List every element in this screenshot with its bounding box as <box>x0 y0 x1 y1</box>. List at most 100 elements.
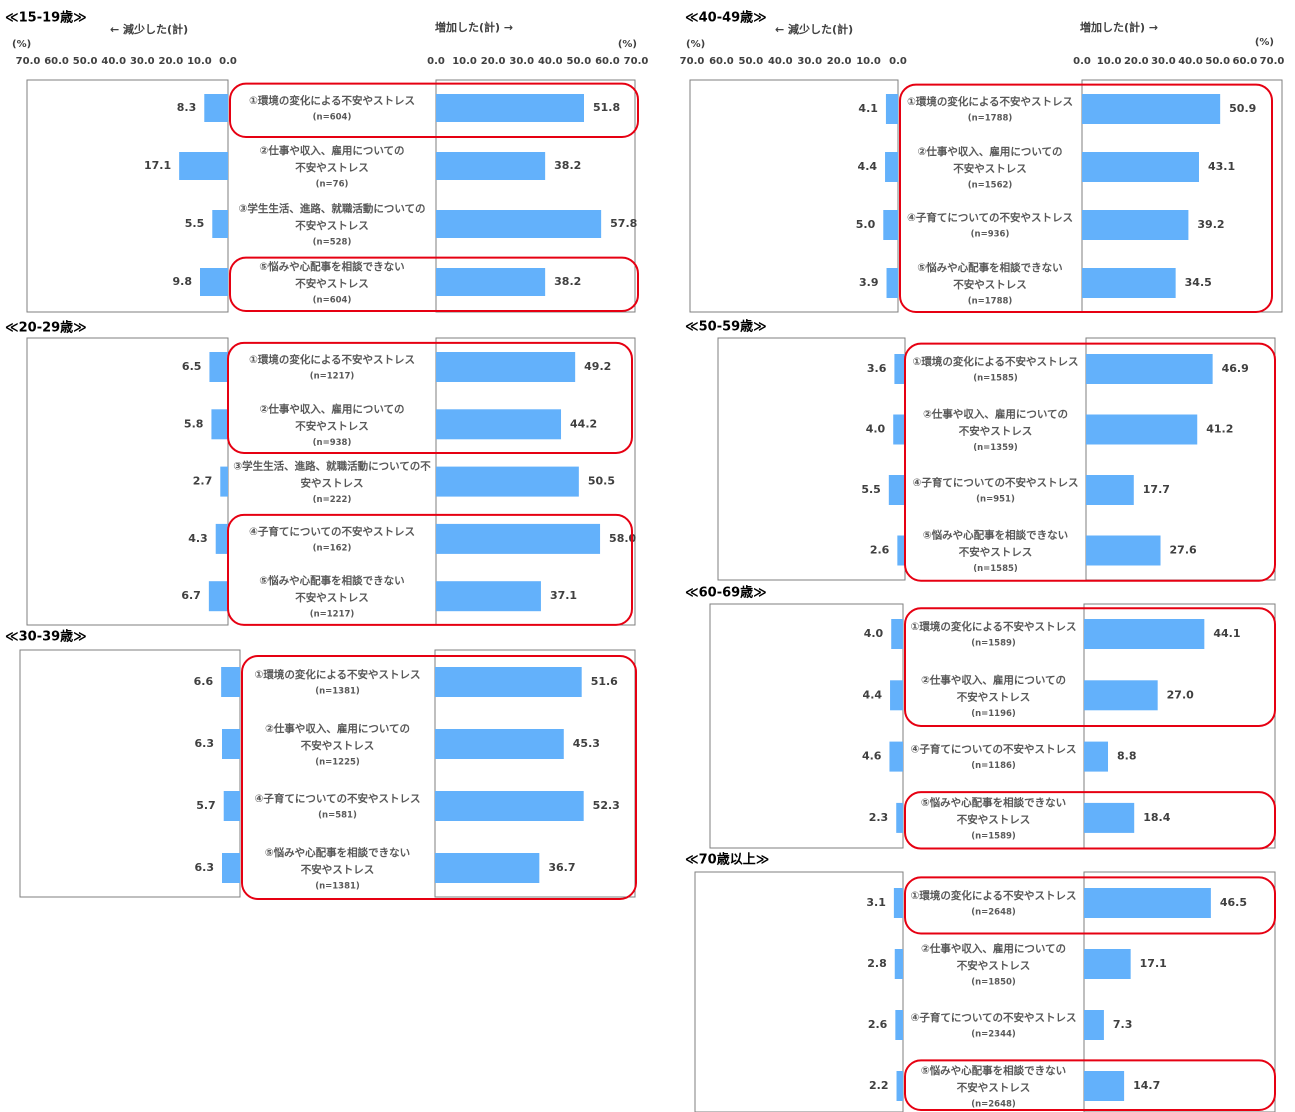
sample-size: (n=1217) <box>310 372 355 382</box>
x-tick-label: 30.0 <box>130 56 155 67</box>
sample-size: (n=1225) <box>315 758 360 768</box>
value-label: 51.6 <box>591 675 618 688</box>
value-label: 50.5 <box>588 475 615 488</box>
highlight-box <box>227 341 633 454</box>
value-label: 2.6 <box>868 1018 888 1031</box>
sample-size: (n=1562) <box>968 181 1013 191</box>
sample-size: (n=604) <box>313 296 352 306</box>
sample-size: (n=528) <box>313 238 352 248</box>
chart-title: ≪60-69歳≫ <box>685 585 767 601</box>
value-label: 3.6 <box>867 362 887 375</box>
category-label: 不安やストレス <box>957 1081 1031 1094</box>
category-label: ①環境の変化による不安やストレス <box>910 620 1076 633</box>
category-label: ④子育てについての不安やストレス <box>907 211 1073 224</box>
sample-size: (n=1850) <box>971 978 1016 988</box>
category-label: ④子育てについての不安やストレス <box>912 476 1078 489</box>
plot-frame <box>1083 871 1276 1112</box>
plot-frame <box>689 79 899 313</box>
value-label: 6.7 <box>181 589 201 602</box>
increase-bar <box>435 791 584 821</box>
axis-label: 増加した(計) → <box>1080 20 1158 34</box>
highlight-box <box>904 1059 1276 1112</box>
sample-size: (n=2648) <box>971 908 1016 918</box>
sample-size: (n=162) <box>313 543 352 553</box>
decrease-bar <box>222 729 240 759</box>
sample-size: (n=2344) <box>971 1030 1016 1040</box>
x-tick-label: 50.0 <box>73 56 98 67</box>
decrease-bar <box>215 523 228 554</box>
category-label: ③学生生活、進路、就職活動についての <box>238 202 425 215</box>
value-label: 39.2 <box>1197 218 1224 231</box>
value-label: 4.1 <box>858 102 878 115</box>
decrease-bar <box>885 152 898 182</box>
increase-bar <box>435 667 582 697</box>
category-label: 安やストレス <box>301 477 364 490</box>
sample-size: (n=604) <box>313 113 352 123</box>
increase-bar <box>1082 268 1176 298</box>
decrease-bar <box>223 791 240 821</box>
increase-bar <box>1084 1010 1104 1040</box>
sample-size: (n=1359) <box>973 443 1018 453</box>
value-label: 41.2 <box>1206 423 1233 436</box>
sample-size: (n=1585) <box>973 374 1018 384</box>
chart-title: ≪70歳以上≫ <box>685 852 769 868</box>
increase-bar <box>436 466 579 497</box>
category-label: ④子育てについての不安やストレス <box>910 1011 1076 1024</box>
x-tick-label: 30.0 <box>797 56 822 67</box>
x-tick-label: 60.0 <box>44 56 69 67</box>
highlight-box <box>229 256 639 313</box>
decrease-bar <box>212 210 228 238</box>
increase-bar <box>1084 680 1158 711</box>
decrease-bar <box>888 475 905 505</box>
category-label: ④子育てについての不安やストレス <box>910 743 1076 756</box>
decrease-bar <box>893 888 903 918</box>
plot-frame <box>709 603 904 849</box>
axis-label: ← 減少した(計) <box>110 22 188 36</box>
category-label: 不安やストレス <box>295 591 369 604</box>
category-label: ⑤悩みや心配事を相談できない <box>923 529 1068 542</box>
decrease-bar <box>897 535 905 566</box>
increase-bar <box>1084 619 1205 649</box>
chart-title: ≪40-49歳≫ <box>685 10 767 26</box>
highlight-box <box>904 607 1276 727</box>
value-label: 17.1 <box>1140 957 1167 970</box>
category-label: ⑤悩みや心配事を相談できない <box>259 260 404 273</box>
value-label: 34.5 <box>1185 276 1212 289</box>
value-label: 52.3 <box>593 799 620 812</box>
highlight-box <box>899 83 1273 313</box>
category-label: ⑤悩みや心配事を相談できない <box>265 846 410 859</box>
category-label: ②仕事や収入、雇用についての <box>923 408 1068 421</box>
highlight-box <box>227 513 633 626</box>
value-label: 44.2 <box>570 417 597 430</box>
x-tick-label: 40.0 <box>101 56 126 67</box>
value-label: 3.9 <box>859 276 879 289</box>
category-label: 不安やストレス <box>295 161 369 174</box>
increase-bar <box>435 853 540 883</box>
category-label: 不安やストレス <box>957 959 1031 972</box>
decrease-bar <box>896 802 903 833</box>
x-tick-label: 60.0 <box>595 56 620 67</box>
value-label: 4.0 <box>864 627 884 640</box>
decrease-bar <box>894 354 905 384</box>
x-tick-label: 0.0 <box>1073 56 1091 67</box>
category-label: ②仕事や収入、雇用についての <box>917 145 1062 158</box>
chart-title: ≪15-19歳≫ <box>5 10 87 26</box>
chart-title: ≪20-29歳≫ <box>5 320 87 336</box>
category-label: ⑤悩みや心配事を相談できない <box>917 261 1062 274</box>
decrease-bar <box>220 466 228 497</box>
decrease-bar <box>883 210 898 240</box>
axis-label: ← 減少した(計) <box>775 22 853 36</box>
category-label: ④子育てについての不安やストレス <box>249 525 415 538</box>
decrease-bar <box>889 741 903 772</box>
category-label: 不安やストレス <box>959 425 1033 438</box>
plot-frame <box>26 79 229 313</box>
category-label: ①環境の変化による不安やストレス <box>249 353 415 366</box>
increase-bar <box>436 152 546 180</box>
decrease-bar <box>895 1010 903 1040</box>
increase-bar <box>1084 1071 1125 1101</box>
value-label: 4.3 <box>188 532 208 545</box>
x-tick-label: 10.0 <box>187 56 212 67</box>
decrease-bar <box>221 667 240 697</box>
value-label: 17.1 <box>144 159 171 172</box>
